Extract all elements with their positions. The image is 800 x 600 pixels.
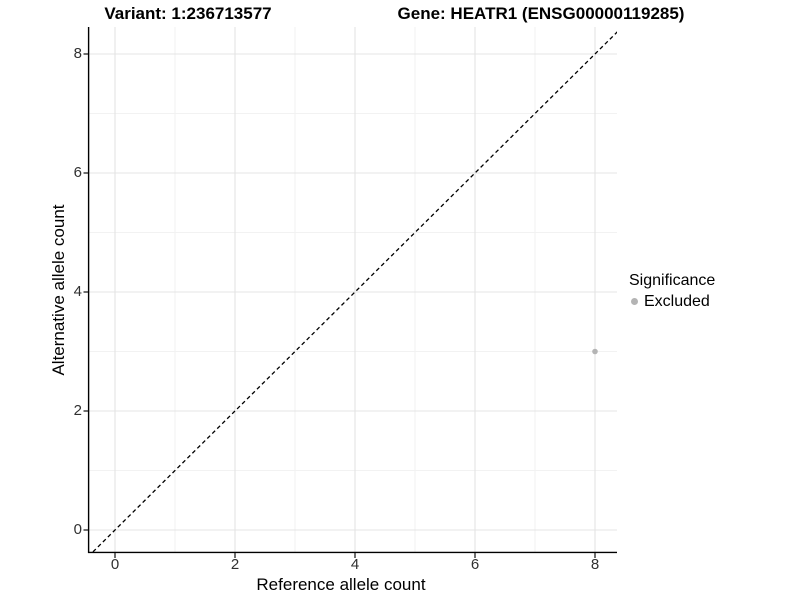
axis-ticks	[83, 53, 596, 558]
y-tick-label: 4	[73, 283, 82, 300]
legend: Significance Excluded	[629, 270, 797, 312]
grid-major	[88, 27, 617, 553]
legend-item-label: Excluded	[644, 293, 710, 310]
y-tick-label: 8	[73, 45, 82, 62]
x-axis-title: Reference allele count	[256, 575, 426, 594]
x-tick-label: 0	[110, 556, 120, 573]
y-tick-label: 0	[73, 521, 82, 538]
y-tick-label: 6	[73, 164, 82, 181]
panel-background	[88, 27, 617, 553]
data-points	[592, 348, 598, 355]
legend-title: Significance	[629, 272, 716, 289]
x-tick-label: 4	[350, 556, 360, 573]
x-tick-label: 8	[590, 556, 600, 573]
axis-lines	[87, 27, 617, 554]
identity-line	[90, 31, 617, 553]
plot-title-variant: Variant: 1:236713577	[104, 4, 272, 23]
data-point-excluded	[592, 348, 598, 355]
plot-panel	[83, 27, 617, 558]
x-tick-label: 6	[470, 556, 480, 573]
grid-minor	[88, 27, 617, 553]
legend-point-swatch	[631, 298, 638, 305]
plot-title-gene: Gene: HEATR1 (ENSG00000119285)	[397, 4, 685, 23]
x-tick-label: 2	[230, 556, 240, 573]
legend-item-excluded: Excluded	[629, 291, 797, 312]
y-tick-label: 2	[73, 402, 82, 419]
